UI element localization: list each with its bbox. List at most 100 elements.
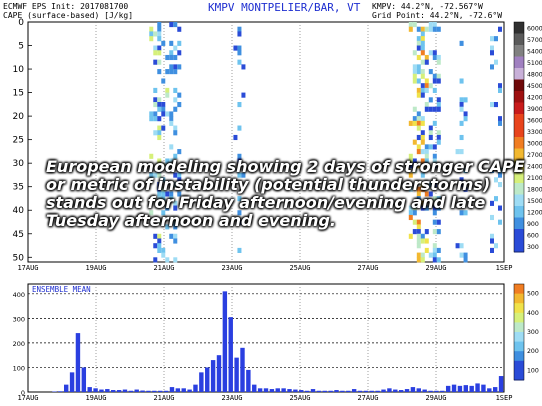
variable-label: CAPE (surface-based) [J/kg] [3, 11, 134, 20]
heatmap-cell [157, 97, 162, 103]
heatmap-cell [153, 233, 158, 239]
heatmap-cell [420, 200, 425, 206]
mean-bar [334, 390, 339, 392]
heatmap-cell [424, 238, 429, 244]
heatmap-cell [428, 182, 433, 188]
mean-bar [445, 385, 451, 392]
mean-colorbar-segment [514, 312, 524, 323]
heatmap-cell [428, 22, 433, 28]
heatmap-cell [169, 111, 174, 117]
heatmap-cell [459, 120, 464, 126]
heatmap-cell [173, 200, 178, 206]
heatmap-cell [420, 149, 425, 155]
colorbar-segment [514, 229, 524, 241]
heatmap-cell [416, 252, 421, 258]
colorbar-tick-label: 4200 [527, 94, 542, 101]
heatmap-cell [432, 243, 437, 249]
heatmap-cell [157, 191, 162, 197]
heatmap-cell [149, 172, 154, 178]
colorbar-segment [514, 91, 524, 103]
heatmap-cell [149, 31, 154, 37]
heatmap-cell [161, 40, 166, 46]
heatmap-cell [157, 196, 162, 202]
mean-colorbar-segment [514, 332, 524, 343]
heatmap-cell [459, 252, 464, 258]
heatmap-cell [157, 186, 162, 192]
mean-bar [122, 389, 128, 392]
model-init-label: ECMWF EPS Init: 2017081700 [3, 2, 129, 11]
colorbar-tick-label: 300 [527, 244, 539, 251]
heatmap-cell [424, 158, 429, 164]
mean-bar [299, 390, 304, 392]
heatmap-cell [173, 45, 178, 51]
heatmap-cell [169, 116, 174, 122]
heatmap-cell [436, 106, 441, 112]
heatmap-cell [432, 106, 437, 112]
heatmap-cell [498, 172, 502, 178]
mean-x-tick-label: 21AUG [153, 394, 174, 402]
heatmap-cell [173, 54, 178, 61]
heatmap-cell [420, 120, 425, 126]
heatmap-cell [436, 139, 441, 145]
heatmap-cell [153, 257, 158, 263]
heatmap-cell [169, 22, 174, 28]
heatmap-cell [432, 210, 437, 216]
mean-bar [422, 389, 427, 392]
mean-colorbar-tick-label: 100 [527, 367, 539, 374]
mean-bar [252, 384, 257, 392]
heatmap-cell [157, 69, 162, 75]
colorbar-segment [514, 79, 524, 92]
heatmap-cell [177, 40, 182, 46]
mean-bar [475, 383, 480, 392]
heatmap-cell [420, 130, 425, 136]
heatmap-cell [436, 247, 441, 253]
station-title: KMPV MONTPELIER/BAR, VT [208, 1, 361, 14]
mean-bar [310, 389, 316, 392]
mean-y-tick-label: 300 [13, 315, 25, 323]
heatmap-cell [157, 102, 162, 108]
heatmap-cell [428, 50, 433, 56]
mean-colorbar-segment [514, 293, 524, 304]
mean-bar [463, 385, 469, 392]
heatmap-cell [157, 106, 162, 112]
mean-bar [93, 388, 98, 392]
heatmap-cell [432, 252, 437, 258]
heatmap-cell [416, 45, 421, 51]
heatmap-cell [490, 233, 494, 239]
heatmap-x-tick-label: 1SEP [496, 264, 513, 270]
heatmap-cell [169, 54, 174, 61]
heatmap-cell [408, 172, 413, 178]
heatmap-cell [463, 186, 468, 192]
heatmap-cell [233, 134, 238, 141]
heatmap-cell [157, 238, 162, 244]
heatmap-cell [416, 54, 421, 61]
annotation-line-1: European modeling showing 2 days of stro… [46, 157, 525, 176]
mean-bar [134, 389, 139, 392]
heatmap-cell [432, 163, 437, 169]
heatmap-cell [420, 134, 425, 141]
heatmap-cell [408, 186, 413, 192]
heatmap-cell [177, 191, 182, 197]
heatmap-cell [165, 257, 170, 263]
heatmap-x-tick-label: 29AUG [425, 264, 446, 270]
heatmap-cell [432, 87, 437, 93]
colorbar-segment [514, 206, 524, 218]
mean-bar [469, 385, 474, 392]
mean-bar [393, 389, 398, 392]
heatmap-cell [498, 219, 502, 225]
heatmap-cell [412, 106, 417, 112]
colorbar-segment [514, 137, 524, 149]
mean-bar [369, 390, 374, 392]
heatmap-cell [161, 247, 166, 253]
heatmap-cell [432, 54, 437, 61]
heatmap-cell [416, 229, 421, 235]
heatmap-cell [173, 238, 178, 244]
heatmap-cell [420, 182, 425, 188]
heatmap-cell [416, 116, 421, 122]
heatmap-cell [459, 243, 464, 249]
colorbar-tick-label: 5400 [527, 48, 542, 55]
mean-chart-frame [27, 283, 505, 393]
mean-colorbar-tick-label: 300 [527, 329, 539, 336]
heatmap-cell [498, 120, 502, 126]
mean-colorbar-segment [514, 284, 524, 295]
